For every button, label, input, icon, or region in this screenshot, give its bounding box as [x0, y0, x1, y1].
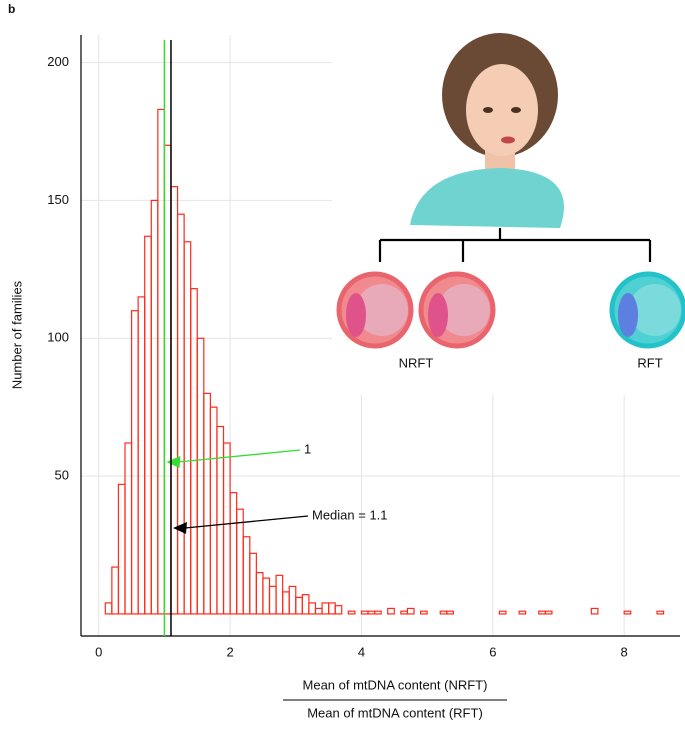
y-tick-label: 150: [47, 192, 69, 207]
bar: [590, 607, 599, 615]
cell-inner: [438, 284, 490, 336]
bar: [157, 108, 166, 615]
x-tick-label: 4: [358, 644, 365, 659]
bar: [117, 483, 126, 615]
shirt: [410, 168, 564, 228]
x-tick-label: 0: [95, 644, 102, 659]
fringe: [462, 59, 540, 95]
y-tick-label: 200: [47, 54, 69, 69]
bar: [518, 610, 527, 615]
bar: [144, 235, 152, 615]
bar: [163, 144, 172, 615]
bar: [183, 241, 192, 615]
cell-inner: [356, 284, 408, 336]
bar: [275, 574, 284, 615]
bar: [222, 442, 231, 615]
bar: [623, 610, 632, 615]
bar: [137, 296, 146, 615]
bar: [268, 585, 277, 615]
bar: [321, 602, 330, 615]
y-tick-label: 100: [47, 330, 69, 345]
arrow-head: [166, 456, 181, 468]
annotations: 1 Median = 1.1: [166, 441, 388, 534]
bar: [498, 610, 507, 615]
cell-mass: [618, 293, 638, 337]
x-tick-label: 8: [621, 644, 628, 659]
annotation-label: Median = 1.1: [312, 507, 388, 522]
cell-inner: [629, 284, 681, 336]
eye: [483, 107, 493, 113]
arrow-head: [172, 522, 187, 534]
bar: [249, 552, 257, 615]
illustration-label: RFT: [637, 355, 662, 370]
bar: [209, 406, 218, 615]
bar: [170, 186, 179, 615]
bar: [400, 610, 409, 615]
bar: [328, 602, 336, 615]
illustration-label: NRFT: [399, 355, 434, 370]
bar: [242, 536, 251, 615]
bar: [190, 288, 198, 615]
mouth: [501, 136, 515, 144]
y-axis-label: Number of families: [9, 280, 24, 389]
bar: [538, 610, 546, 615]
y-tick-label: 50: [55, 468, 69, 483]
bar: [176, 213, 185, 615]
x-axis-label: Mean of mtDNA content (RFT): [307, 705, 483, 720]
bar: [367, 610, 376, 615]
x-tick-label: 6: [489, 644, 496, 659]
annotation-label: 1: [304, 441, 311, 456]
illustration: NRFT RFT: [336, 33, 685, 370]
panel-label: b: [8, 2, 15, 16]
bar: [419, 610, 428, 615]
bar: [288, 585, 297, 615]
bar: [203, 392, 211, 615]
x-axis-label: Mean of mtDNA content (NRFT): [303, 677, 488, 692]
bar: [295, 596, 303, 615]
bar: [387, 607, 395, 615]
bar: [446, 610, 455, 615]
bar: [262, 577, 271, 615]
bars: [104, 108, 665, 615]
bar: [656, 610, 665, 615]
bar: [282, 591, 290, 615]
bar: [255, 571, 264, 615]
annotation-arrow: [184, 515, 309, 529]
cell-mass: [346, 293, 366, 337]
bar: [229, 492, 238, 615]
bar: [236, 508, 244, 615]
bar: [373, 610, 382, 615]
bar: [544, 610, 553, 615]
eye: [511, 107, 521, 113]
bar: [314, 607, 323, 615]
bar: [216, 425, 225, 615]
cell-mass: [428, 293, 448, 337]
bar: [301, 594, 310, 615]
bar: [104, 602, 113, 615]
face: [466, 64, 538, 156]
bar: [111, 566, 120, 615]
bar: [124, 442, 133, 615]
annotation-arrow: [178, 449, 301, 463]
bar: [334, 605, 343, 615]
bar: [150, 199, 159, 615]
x-tick-label: 2: [226, 644, 233, 659]
bar: [308, 602, 317, 615]
bar: [439, 610, 448, 615]
bar: [347, 610, 356, 615]
bar: [406, 607, 415, 615]
bar: [130, 310, 139, 615]
tree: [378, 228, 652, 262]
bar: [360, 610, 369, 615]
